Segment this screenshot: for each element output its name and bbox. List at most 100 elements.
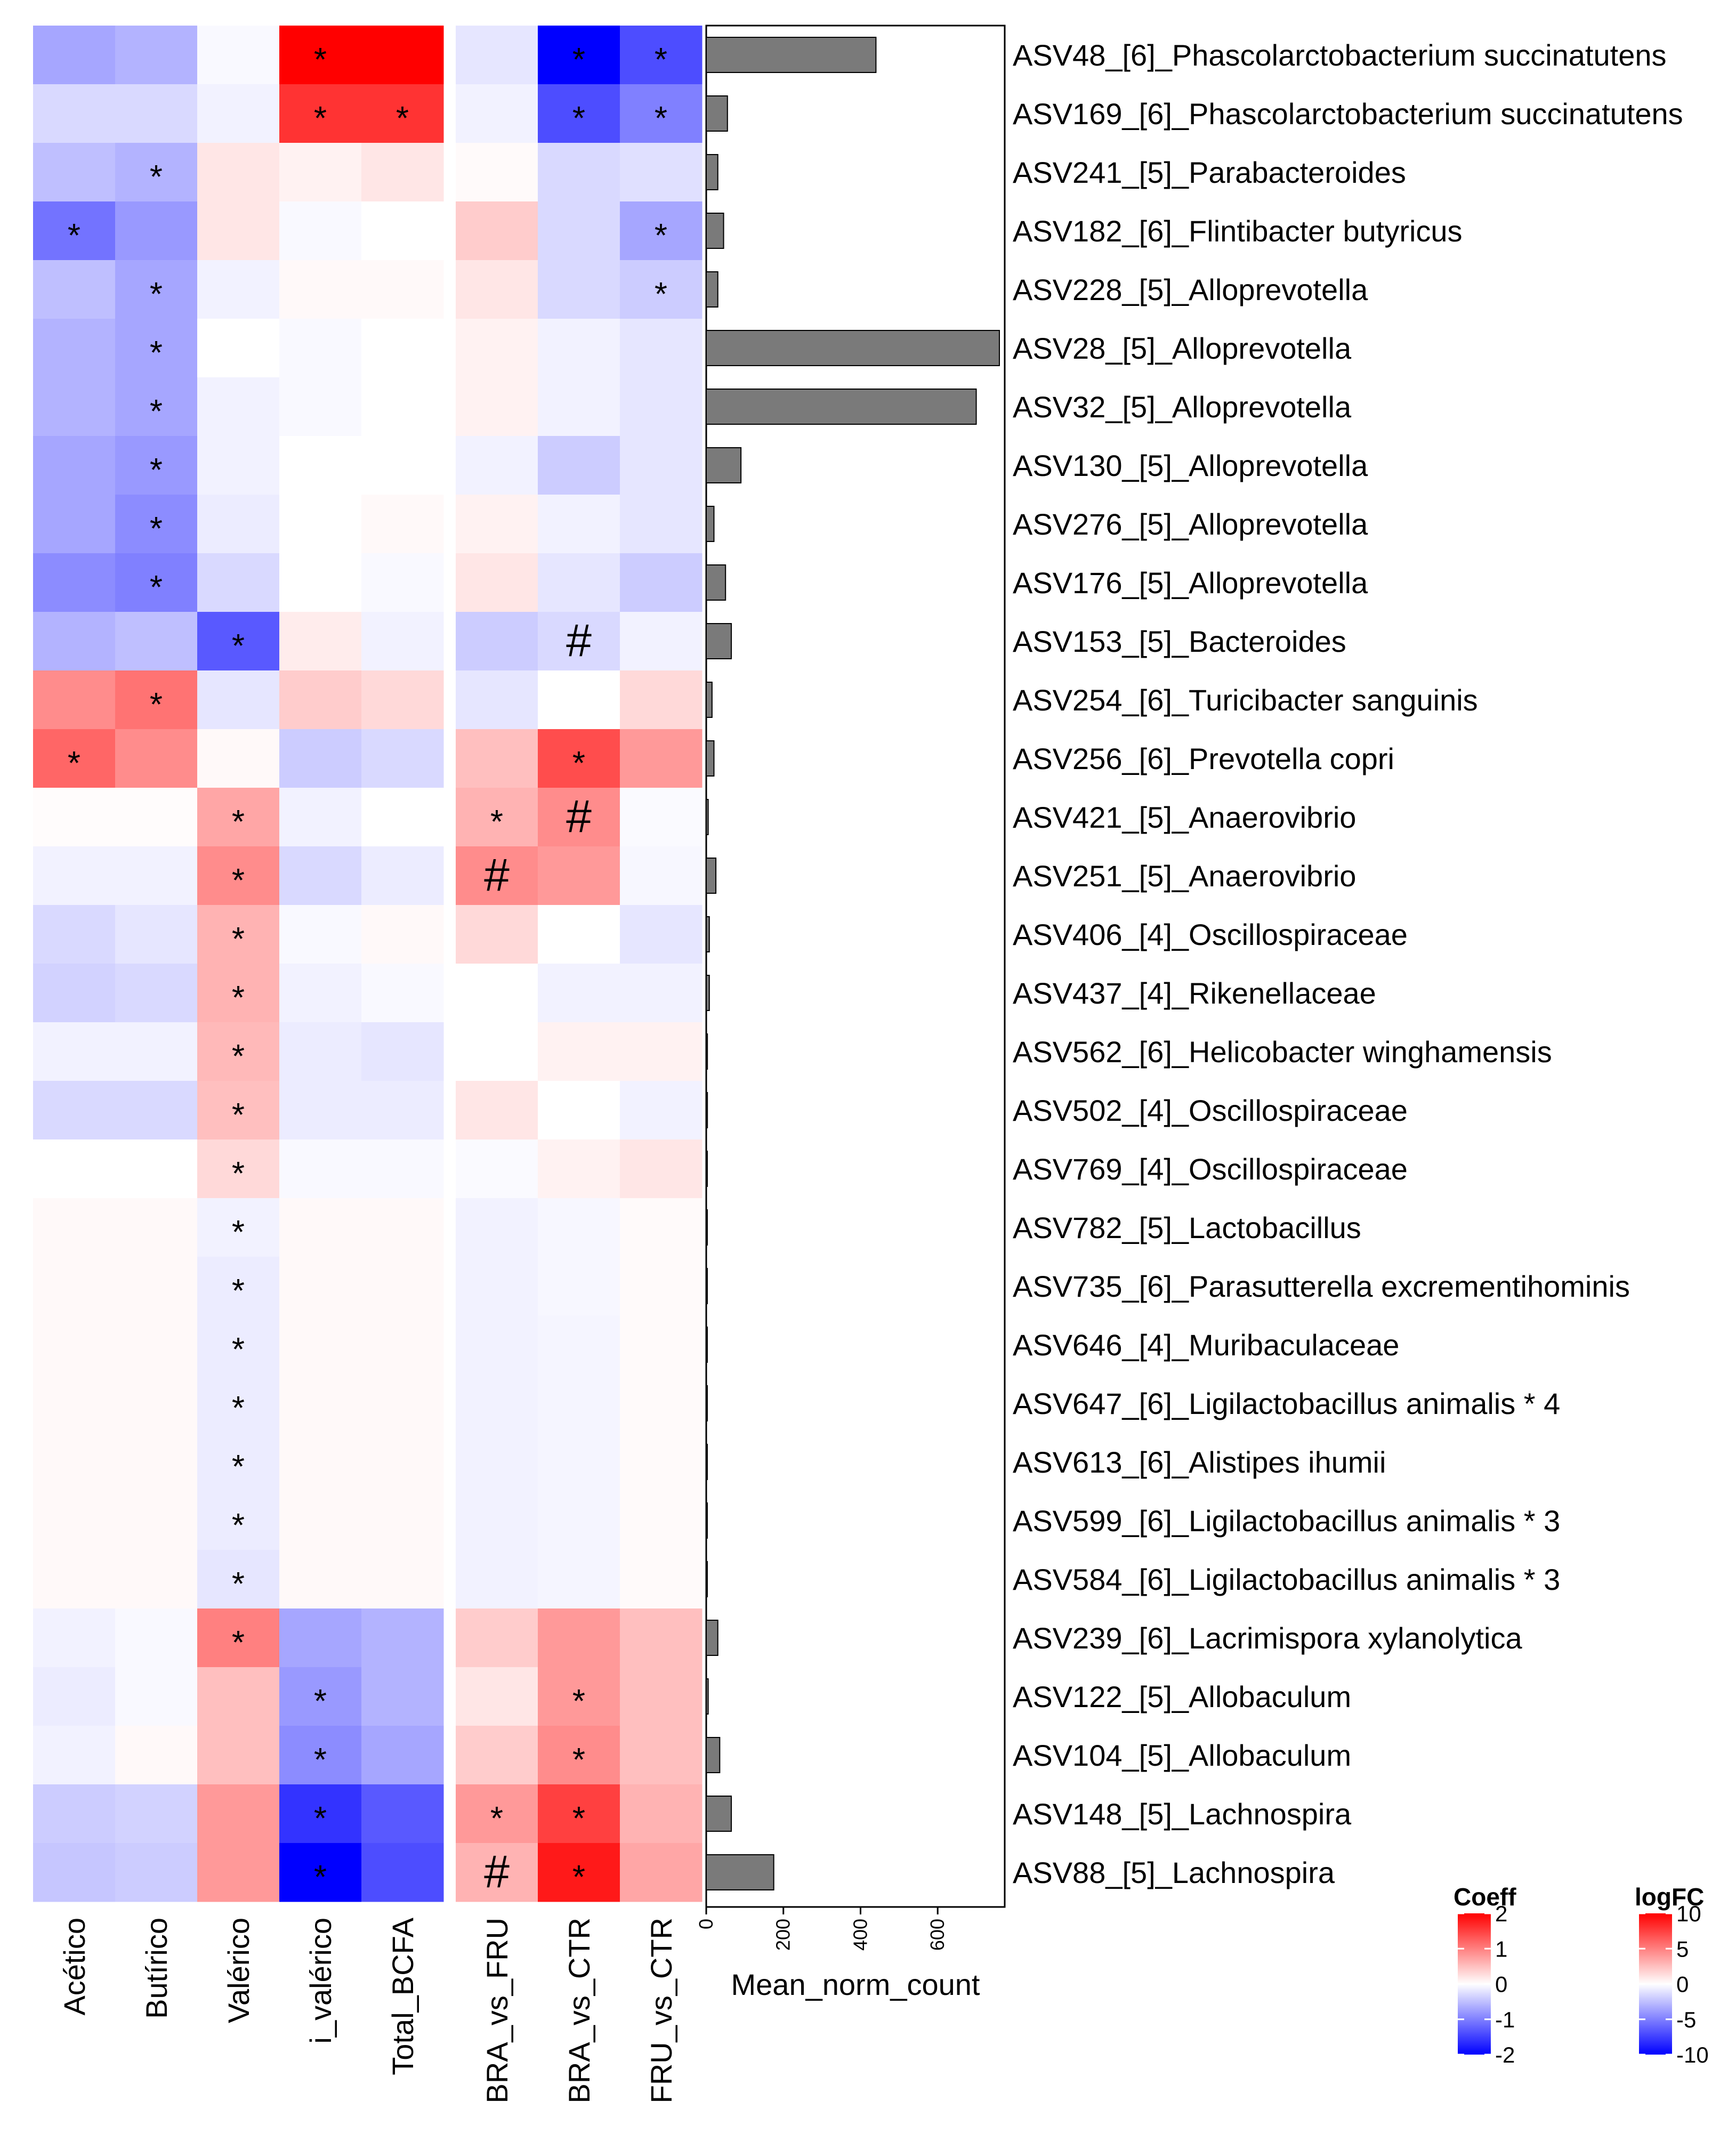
mean-norm-count-barplot: 0 200 400 600 Mean_norm_count (695, 25, 1006, 2001)
bar (706, 506, 715, 542)
signif-mark: * (314, 1859, 327, 1896)
coeff-cell (279, 1550, 362, 1609)
column-label: i_valérico (304, 1918, 337, 2044)
signif-mark: * (572, 1800, 585, 1837)
logfc-cell (456, 1550, 538, 1609)
logfc-cell (538, 1491, 620, 1550)
coeff-cell (197, 553, 280, 612)
logfc-cell (456, 436, 538, 495)
coeff-cell (361, 1667, 444, 1726)
bar (706, 858, 717, 894)
coeff-cell (115, 1315, 198, 1375)
coeff-cell (33, 1081, 116, 1140)
coeff-cell (361, 1550, 444, 1609)
signif-mark: * (314, 42, 327, 78)
logfc-cell (620, 1257, 703, 1316)
bar (706, 330, 1000, 366)
logfc-cell (620, 670, 703, 730)
coeff-cell (279, 319, 362, 378)
logfc-cell (456, 964, 538, 1023)
logfc-cell (620, 788, 703, 847)
logfc-cell (456, 377, 538, 436)
coeff-cell (115, 729, 198, 788)
coeff-cell (197, 1726, 280, 1785)
bar (706, 682, 713, 718)
coeff-cell (279, 788, 362, 847)
coeff-cell (361, 319, 444, 378)
coeff-cell (361, 1433, 444, 1492)
coeff-cell (115, 1022, 198, 1081)
bar (706, 1268, 708, 1304)
coeff-cell (361, 1726, 444, 1785)
bar (706, 213, 724, 249)
coeff-cell (115, 788, 198, 847)
bar (706, 1620, 718, 1656)
bar (706, 1561, 708, 1597)
row-label: ASV28_[5]_Alloprevotella (1013, 332, 1352, 365)
row-label: ASV276_[5]_Alloprevotella (1013, 507, 1368, 541)
signif-mark: * (232, 1624, 245, 1661)
signif-mark: * (314, 1800, 327, 1837)
logfc-cell (620, 1139, 703, 1199)
bar (706, 623, 732, 659)
signif-mark: * (150, 335, 163, 371)
coeff-cell (197, 1081, 280, 1140)
coeff-cell (115, 1550, 198, 1609)
coeff-cell (279, 1608, 362, 1668)
coeff-cell (361, 26, 444, 85)
logfc-cell (620, 1374, 703, 1433)
signif-mark: * (232, 980, 245, 1016)
coeff-cell (33, 612, 116, 671)
column-labels: Acético Butírico Valérico i_valérico Total_B… (58, 1917, 678, 2103)
coeff-cell (279, 612, 362, 671)
coeff-cell (361, 1784, 444, 1844)
row-label: ASV646_[4]_Muribaculaceae (1013, 1328, 1399, 1362)
signif-mark: * (232, 1155, 245, 1192)
coeff-cell (33, 495, 116, 554)
coeff-cell (197, 670, 280, 730)
logfc-cell (456, 1433, 538, 1492)
legend-tick-label: 5 (1676, 1936, 1689, 1961)
logfc-cell (456, 1081, 538, 1140)
column-label: Butírico (140, 1918, 173, 2019)
legend-tick-label: 0 (1676, 1972, 1689, 1997)
legend-tick-label: -5 (1676, 2007, 1696, 2032)
coeff-cell (115, 1843, 198, 1902)
coeff-cell (33, 670, 116, 730)
bar (706, 799, 709, 835)
row-label: ASV647_[6]_Ligilactobacillus animalis * … (1013, 1387, 1560, 1420)
signif-mark: * (655, 276, 667, 313)
signif-mark: * (150, 569, 163, 606)
logfc-cell (456, 1257, 538, 1316)
logfc-cell (538, 670, 620, 730)
coeff-cell (197, 964, 280, 1023)
coeff-cell (279, 1491, 362, 1550)
coeff-cell (115, 495, 198, 554)
legend-tick-label: -1 (1495, 2007, 1515, 2032)
coeff-cell (361, 788, 444, 847)
logfc-cell (620, 1843, 703, 1902)
logfc-cell (620, 143, 703, 202)
logfc-cell (538, 1257, 620, 1316)
coeff-cell (361, 1081, 444, 1140)
coeff-cell (279, 1667, 362, 1726)
coeff-cell (279, 84, 362, 143)
row-label: ASV228_[5]_Alloprevotella (1013, 273, 1368, 306)
coeff-cell (33, 260, 116, 319)
coeff-cell (279, 1784, 362, 1844)
row-label: ASV502_[4]_Oscillospiraceae (1013, 1094, 1408, 1127)
coeff-cell (33, 26, 116, 85)
bar-axis-tick-label: 600 (926, 1919, 948, 1951)
coeff-cell (279, 260, 362, 319)
coeff-cell (361, 377, 444, 436)
logfc-cell (538, 260, 620, 319)
signif-mark: * (572, 1859, 585, 1896)
coeff-cell (279, 495, 362, 554)
logfc-cell (538, 964, 620, 1023)
bar (706, 1854, 774, 1890)
coeff-cell (115, 1433, 198, 1492)
row-label: ASV613_[6]_Alistipes ihumii (1013, 1445, 1386, 1479)
row-label: ASV32_[5]_Alloprevotella (1013, 390, 1352, 424)
logfc-cell (538, 436, 620, 495)
logfc-cell (620, 436, 703, 495)
